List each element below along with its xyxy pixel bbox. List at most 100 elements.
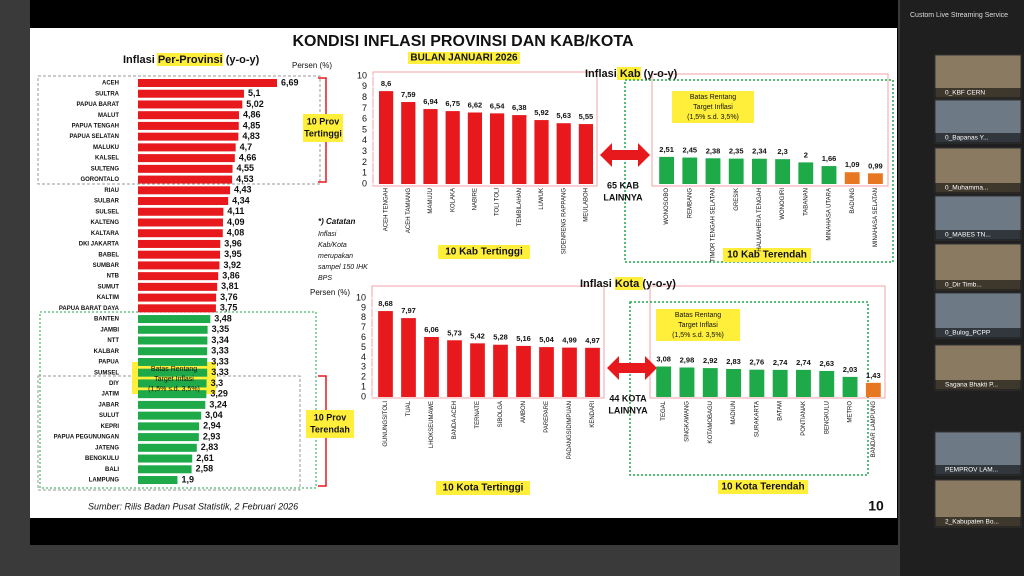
bar <box>705 158 721 184</box>
category-label: MINAHASA SELATAN <box>873 188 879 247</box>
label-box <box>132 362 216 394</box>
bar <box>138 357 208 366</box>
bar <box>656 366 672 397</box>
bar <box>138 304 216 313</box>
category-label: MADIUN <box>731 401 737 425</box>
category-label: AMBON <box>521 401 527 423</box>
category-label: SULSEL <box>95 209 119 215</box>
title-part: Inflasi <box>123 54 158 66</box>
value-label: 4,43 <box>234 185 252 195</box>
chart-title: Inflasi Kota (y-o-y) <box>580 278 676 290</box>
bar <box>467 112 483 184</box>
bar <box>138 476 178 485</box>
y-tick-label: 10 <box>357 70 367 80</box>
panel-frame <box>372 71 598 187</box>
bar <box>138 218 223 227</box>
bar <box>138 164 233 173</box>
value-label: 2,74 <box>796 358 811 367</box>
bar <box>138 293 217 302</box>
category-label: TABANAN <box>803 188 809 216</box>
bar <box>138 400 206 409</box>
value-label: 4,86 <box>243 110 261 120</box>
value-label: 3,33 <box>211 367 229 377</box>
label-box <box>718 480 808 494</box>
category-label: PAPUA TENGAH <box>72 123 119 129</box>
bar <box>556 123 571 184</box>
value-label: 2,51 <box>659 145 674 154</box>
category-label: BABEL <box>98 252 119 258</box>
bar <box>795 369 811 397</box>
value-label: 6,69 <box>281 77 299 87</box>
y-tick-label: 2 <box>361 372 366 382</box>
category-label: GORONTALO <box>80 177 119 183</box>
bar <box>138 197 229 206</box>
value-label: 6,94 <box>423 97 438 106</box>
value-label: 6,54 <box>490 101 505 110</box>
category-label: PADANGSIDIMPUAN <box>567 401 573 459</box>
category-label: GRESIK <box>734 188 740 211</box>
bar <box>138 465 192 474</box>
category-label: BENGKULU <box>85 456 119 462</box>
label-box <box>306 410 354 438</box>
name-bar <box>935 465 1021 475</box>
bar <box>138 315 211 324</box>
category-label: KENDARI <box>590 401 596 428</box>
title-part: Per-Provinsi <box>158 54 223 66</box>
bar <box>424 337 439 397</box>
category-label: ACEH TENGAH <box>384 188 390 231</box>
label-box <box>672 91 754 123</box>
category-label: SULTENG <box>91 166 120 172</box>
category-label: SULTRA <box>95 91 120 97</box>
value-label: 8,68 <box>378 299 393 308</box>
bar <box>138 89 244 98</box>
name-bar <box>935 328 1021 338</box>
value-label: 4,97 <box>585 336 600 345</box>
category-label: KALSEL <box>95 156 119 162</box>
category-label: WONOSOBO <box>664 188 670 225</box>
value-label: 3,35 <box>212 324 230 334</box>
category-label: PAPUA PEGUNUNGAN <box>54 435 119 441</box>
participant-name: 0_MABES TN... <box>945 232 991 239</box>
value-label: 3,24 <box>209 399 227 409</box>
bar <box>539 347 554 397</box>
note-title: *) Catatan <box>318 217 355 226</box>
chart-title: Inflasi Kab (y-o-y) <box>585 68 678 80</box>
title-part: (y-o-y) <box>223 54 260 66</box>
y-tick-label: 1 <box>362 168 367 178</box>
category-label: MALUT <box>98 113 119 119</box>
title-part: Inflasi <box>580 278 615 290</box>
value-label: 6,62 <box>468 100 483 109</box>
category-label: KALBAR <box>94 349 120 355</box>
bar <box>679 367 695 397</box>
bar <box>751 158 767 184</box>
y-axis-label: Persen (%) <box>310 288 350 297</box>
name-bar <box>935 280 1021 290</box>
category-label: SUMUT <box>98 284 120 290</box>
bar <box>726 368 742 397</box>
category-label: SIDENRENG RAPPANG <box>561 188 567 255</box>
value-axis-label: Persen (%) <box>292 61 332 70</box>
others-label: 65 KAB <box>607 180 640 190</box>
category-label: PAPUA BARAT <box>76 102 119 108</box>
value-label: 4,11 <box>227 206 244 216</box>
category-label: BATAM <box>778 401 784 421</box>
bar <box>749 369 765 397</box>
category-label: MALUKU <box>93 145 119 151</box>
bar <box>378 91 394 184</box>
label-box <box>438 245 530 259</box>
value-label: 5,04 <box>539 335 554 344</box>
category-label: ACEH <box>102 81 119 87</box>
title-highlight <box>617 67 641 80</box>
bar <box>842 376 858 397</box>
value-label: 5,73 <box>447 328 462 337</box>
label-box <box>656 309 740 341</box>
value-label: 2 <box>804 150 808 159</box>
arrow <box>607 356 657 380</box>
category-label: TIMOR TENGAH SELATAN <box>711 188 717 262</box>
title-part: Kab <box>620 68 641 80</box>
note-line: BPS <box>318 275 332 282</box>
bar <box>138 261 220 270</box>
value-label: 3,95 <box>224 249 242 259</box>
bar <box>867 173 883 184</box>
value-label: 2,3 <box>777 147 787 156</box>
